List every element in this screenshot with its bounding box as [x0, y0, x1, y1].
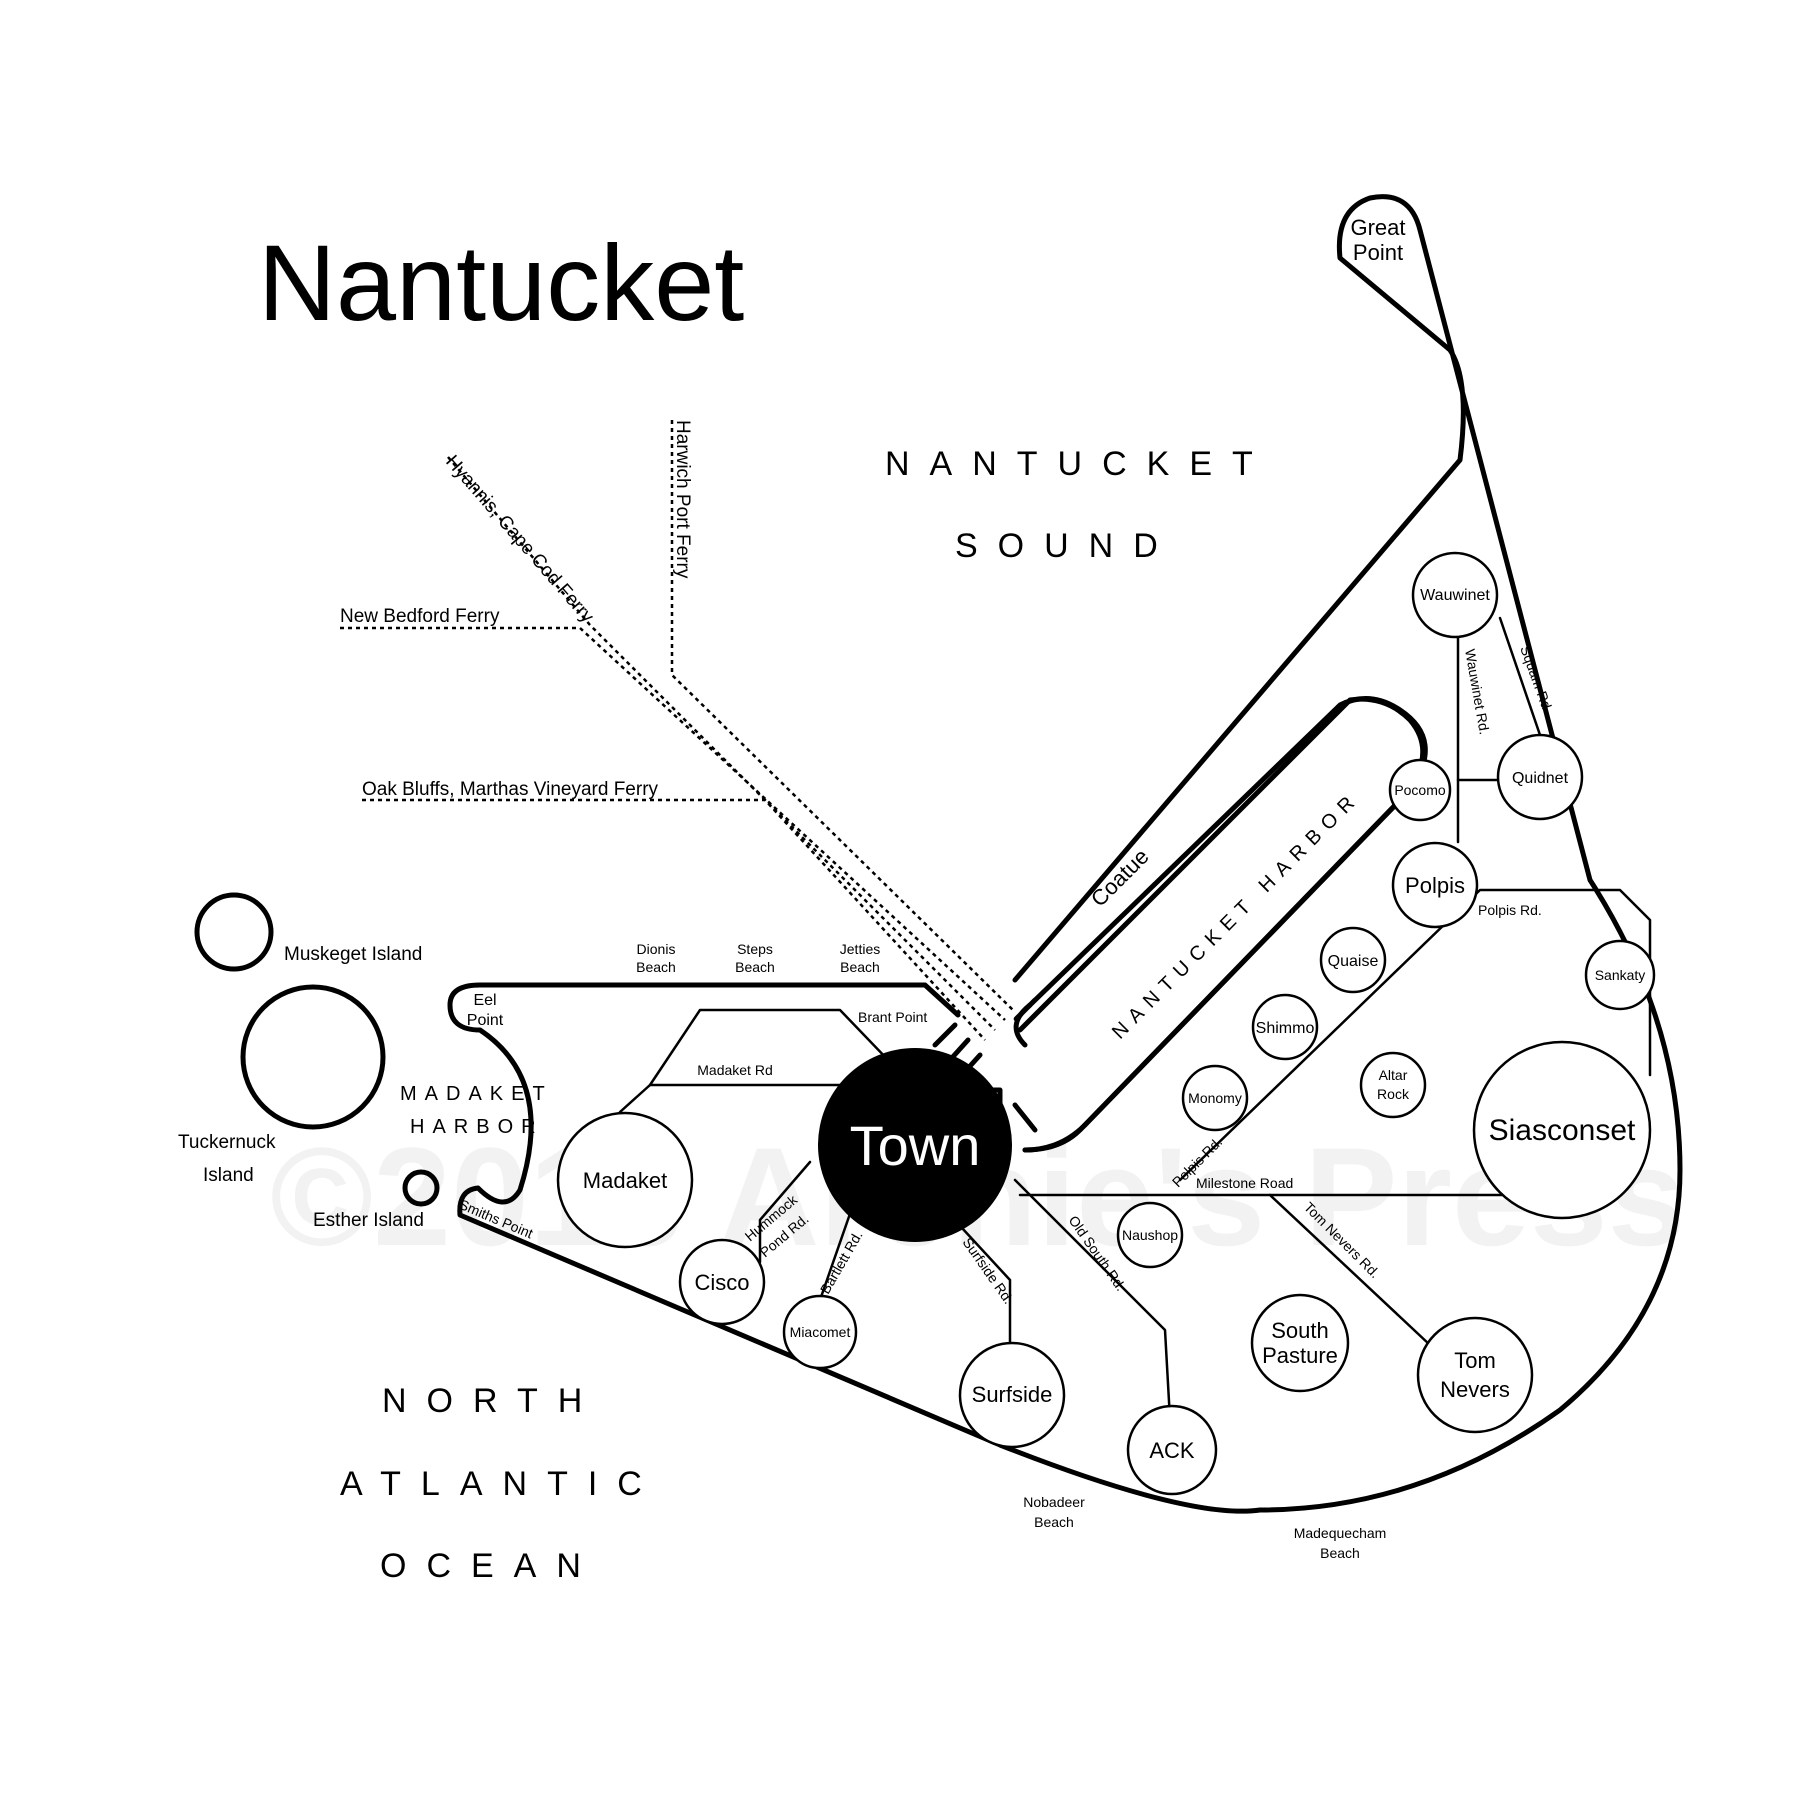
madaket-harbor-label-2: HARBOR: [410, 1116, 544, 1138]
ferry-label-new-bedford: New Bedford Ferry: [340, 606, 500, 627]
label-polpis: Polpis: [1405, 873, 1465, 898]
label-ack: ACK: [1149, 1438, 1195, 1463]
label-jetties-1: Jetties: [840, 941, 880, 957]
label-monomy: Monomy: [1188, 1090, 1242, 1106]
label-wauwinet-rd: Wauwinet Rd.: [1462, 648, 1493, 736]
label-muskeget: Muskeget Island: [284, 944, 422, 965]
page-title: Nantucket: [258, 222, 744, 343]
label-steps-2: Beach: [735, 959, 775, 975]
label-pocomo: Pocomo: [1394, 782, 1446, 798]
coatue-tip: [1013, 1002, 1033, 1048]
label-madaket-rd: Madaket Rd: [697, 1062, 772, 1078]
shoreline-north: [447, 194, 1683, 1514]
stop-quidnet[interactable]: [1496, 733, 1584, 821]
stop-shimmo[interactable]: [1251, 993, 1319, 1061]
madaket-harbor-label-1: MADAKET: [400, 1083, 553, 1105]
label-milestone: Milestone Road: [1196, 1175, 1293, 1191]
stop-south-pasture[interactable]: [1250, 1293, 1350, 1393]
label-altar-rock-1: Altar: [1379, 1067, 1408, 1083]
stop-tom-nevers[interactable]: [1416, 1316, 1534, 1434]
label-eel-point-2: Point: [467, 1012, 504, 1029]
tuckernuck-island: [240, 984, 386, 1130]
label-madaket: Madaket: [583, 1168, 667, 1193]
label-madequecham-1: Madequecham: [1294, 1525, 1387, 1541]
ferry-label-hyannis: Hyannis, Cape Cod Ferry: [441, 452, 598, 628]
ocean-label-1: NORTH: [382, 1382, 602, 1420]
stop-quaise[interactable]: [1319, 926, 1387, 994]
label-nobadeer-2: Beach: [1034, 1514, 1074, 1530]
label-squam-rd: Squam Rd: [1517, 644, 1555, 712]
stop-surfside[interactable]: [958, 1341, 1066, 1449]
label-miacomet: Miacomet: [790, 1324, 851, 1340]
label-great-point-1: Great: [1350, 215, 1405, 240]
stop-monomy[interactable]: [1181, 1064, 1249, 1132]
stop-altar-rock[interactable]: [1359, 1051, 1427, 1119]
ferry-label-oak-bluffs: Oak Bluffs, Marthas Vineyard Ferry: [362, 779, 659, 800]
stop-town[interactable]: [818, 1048, 1012, 1242]
label-tom-nevers-2: Nevers: [1440, 1377, 1510, 1402]
label-shimmo: Shimmo: [1256, 1020, 1315, 1037]
stop-cisco[interactable]: [678, 1238, 766, 1326]
label-wauwinet: Wauwinet: [1420, 587, 1490, 604]
label-town: Town: [850, 1114, 981, 1177]
label-eel-point-1: Eel: [473, 992, 496, 1009]
label-tuckernuck-1: Tuckernuck: [178, 1132, 276, 1153]
ferry-line-new-bedford: [340, 626, 1006, 1021]
coatue-spit: [1017, 696, 1426, 1153]
label-cisco: Cisco: [694, 1270, 749, 1295]
ferry-line-hyannis: [447, 456, 996, 1031]
ocean-label-3: OCEAN: [380, 1547, 601, 1585]
ferry-routes: [340, 420, 1016, 1041]
muskeget-island: [194, 892, 274, 972]
label-jetties-2: Beach: [840, 959, 880, 975]
label-surfside: Surfside: [972, 1382, 1053, 1407]
ferry-label-harwich: Harwich Port Ferry: [672, 420, 693, 579]
label-dionis-2: Beach: [636, 959, 676, 975]
label-steps-1: Steps: [737, 941, 773, 957]
sound-label-2: SOUND: [955, 527, 1178, 565]
label-altar-rock-2: Rock: [1377, 1086, 1410, 1102]
stop-ack[interactable]: [1126, 1404, 1218, 1496]
label-siasconset: Siasconset: [1489, 1114, 1636, 1147]
label-south-pasture-1: South: [1271, 1318, 1329, 1343]
stop-pocomo[interactable]: [1388, 758, 1452, 822]
stop-sankaty[interactable]: [1584, 939, 1656, 1011]
esther-island: [402, 1169, 440, 1207]
label-south-pasture-2: Pasture: [1262, 1343, 1338, 1368]
label-quaise: Quaise: [1328, 953, 1379, 970]
stop-wauwinet[interactable]: [1411, 551, 1499, 639]
label-brant-point: Brant Point: [858, 1009, 927, 1025]
stop-madaket[interactable]: [556, 1111, 694, 1249]
label-dionis-1: Dionis: [637, 941, 676, 957]
label-great-point-2: Point: [1353, 240, 1403, 265]
label-madequecham-2: Beach: [1320, 1545, 1360, 1561]
label-nobadeer-1: Nobadeer: [1023, 1494, 1085, 1510]
stop-polpis[interactable]: [1391, 841, 1479, 929]
stop-naushop[interactable]: [1116, 1201, 1184, 1269]
label-naushop: Naushop: [1122, 1227, 1178, 1243]
label-sankaty: Sankaty: [1595, 967, 1646, 983]
label-tom-nevers-1: Tom: [1454, 1348, 1496, 1373]
label-tuckernuck-2: Island: [203, 1165, 254, 1186]
label-polpis-rd-b: Polpis Rd.: [1478, 902, 1542, 918]
ocean-label-2: ATLANTIC: [340, 1465, 662, 1503]
ferry-line-harwich: [670, 420, 1016, 1013]
stop-miacomet[interactable]: [782, 1294, 858, 1370]
stop-siasconset[interactable]: [1472, 1040, 1652, 1220]
sound-label-1: NANTUCKET: [885, 445, 1273, 483]
label-quidnet: Quidnet: [1512, 770, 1569, 787]
ferry-line-oak-bluffs: [362, 798, 986, 1041]
label-esther: Esther Island: [313, 1210, 424, 1231]
